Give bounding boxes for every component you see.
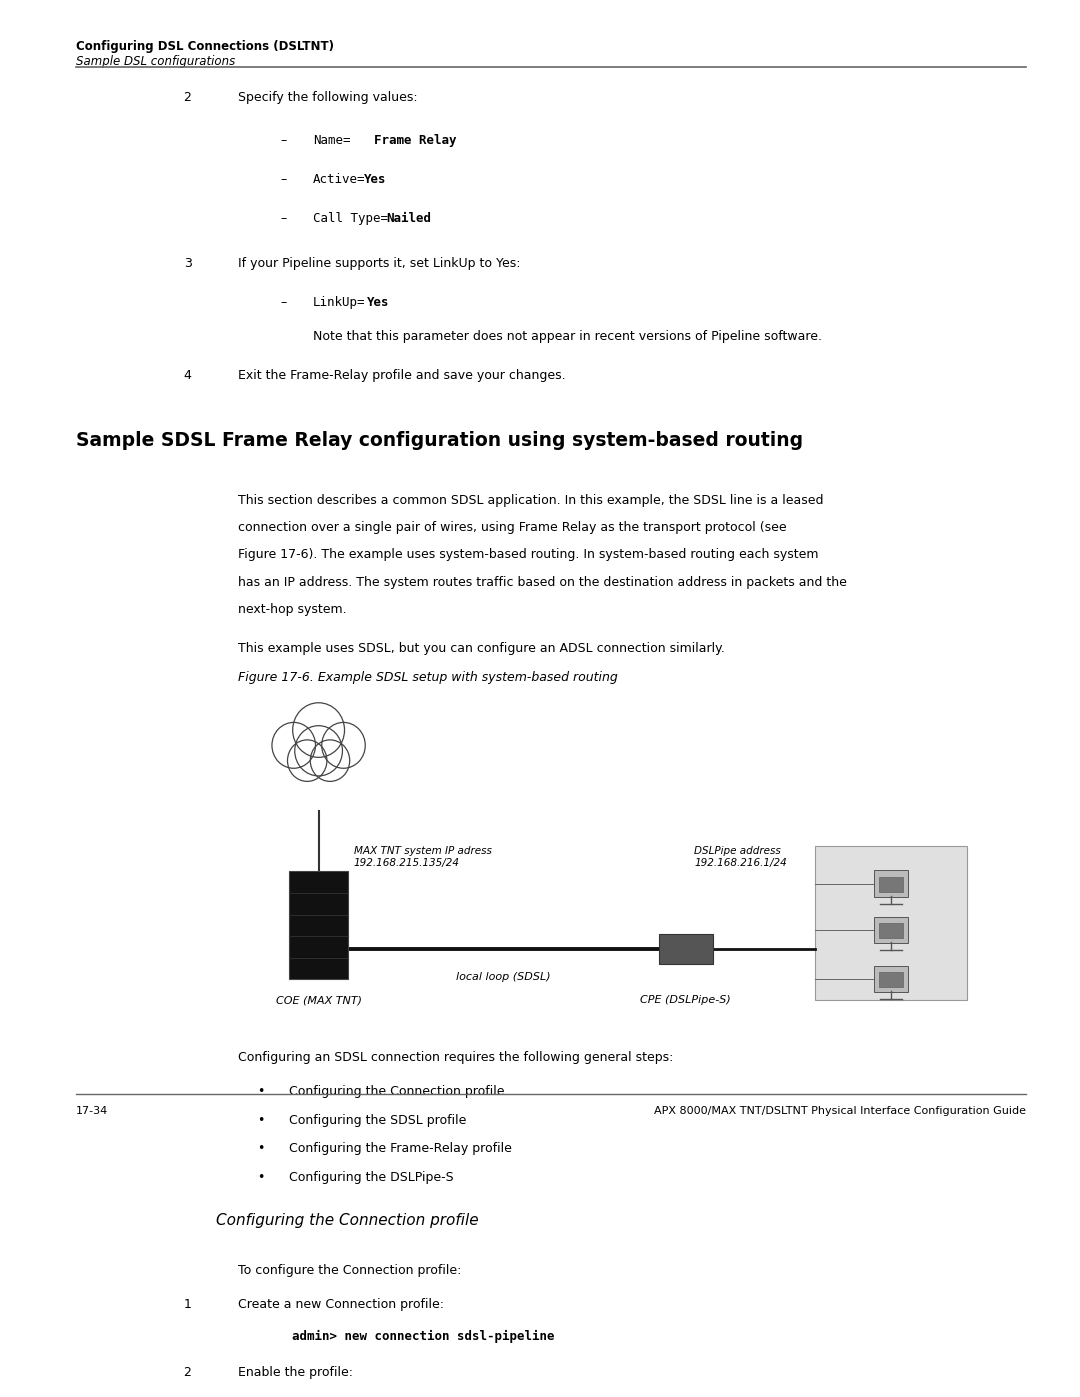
Text: Enable the profile:: Enable the profile: — [238, 1366, 352, 1379]
Circle shape — [293, 703, 345, 757]
Text: Configuring an SDSL connection requires the following general steps:: Configuring an SDSL connection requires … — [238, 1051, 673, 1065]
Text: Configuring DSL Connections (DSLTNT): Configuring DSL Connections (DSLTNT) — [76, 41, 334, 53]
Text: Name=: Name= — [313, 134, 351, 147]
Text: –: – — [281, 296, 287, 309]
Text: connection over a single pair of wires, using Frame Relay as the transport proto: connection over a single pair of wires, … — [238, 521, 786, 534]
Text: next-hop system.: next-hop system. — [238, 604, 347, 616]
Text: Configuring the Connection profile: Configuring the Connection profile — [216, 1213, 478, 1228]
Text: –: – — [281, 134, 287, 147]
Text: Frame Relay: Frame Relay — [374, 134, 456, 147]
Circle shape — [295, 725, 342, 775]
FancyBboxPatch shape — [289, 872, 348, 979]
Text: Create a new Connection profile:: Create a new Connection profile: — [238, 1298, 444, 1310]
Text: CPE (DSLPipe-S): CPE (DSLPipe-S) — [640, 996, 731, 1006]
Text: has an IP address. The system routes traffic based on the destination address in: has an IP address. The system routes tra… — [238, 576, 847, 588]
Text: 3: 3 — [184, 257, 191, 270]
Circle shape — [322, 722, 365, 768]
Text: Exit the Frame-Relay profile and save your changes.: Exit the Frame-Relay profile and save yo… — [238, 369, 565, 381]
Text: 1: 1 — [184, 1298, 191, 1310]
Text: To configure the Connection profile:: To configure the Connection profile: — [238, 1264, 461, 1277]
Text: Configuring the Frame-Relay profile: Configuring the Frame-Relay profile — [289, 1143, 512, 1155]
Text: Active=: Active= — [313, 173, 366, 186]
Text: •: • — [257, 1113, 265, 1127]
Text: This example uses SDSL, but you can configure an ADSL connection similarly.: This example uses SDSL, but you can conf… — [238, 641, 725, 655]
Text: Configuring the SDSL profile: Configuring the SDSL profile — [289, 1113, 467, 1127]
FancyBboxPatch shape — [874, 965, 908, 992]
FancyBboxPatch shape — [879, 877, 903, 891]
FancyBboxPatch shape — [879, 923, 903, 937]
Text: Figure 17-6). The example uses system-based routing. In system-based routing eac: Figure 17-6). The example uses system-ba… — [238, 548, 819, 562]
Text: Configuring the Connection profile: Configuring the Connection profile — [289, 1085, 505, 1098]
Text: Yes: Yes — [364, 173, 387, 186]
Text: Specify the following values:: Specify the following values: — [238, 91, 417, 103]
Text: Sample DSL configurations: Sample DSL configurations — [76, 54, 234, 67]
Circle shape — [272, 722, 315, 768]
Text: 2: 2 — [184, 91, 191, 103]
Text: Configuring the DSLPipe-S: Configuring the DSLPipe-S — [289, 1171, 454, 1183]
Text: COE (MAX TNT): COE (MAX TNT) — [275, 996, 362, 1006]
Text: •: • — [257, 1171, 265, 1183]
Text: •: • — [257, 1143, 265, 1155]
Text: Call Type=: Call Type= — [313, 211, 388, 225]
Text: Nailed: Nailed — [387, 211, 432, 225]
Text: local loop (SDSL): local loop (SDSL) — [456, 972, 551, 982]
FancyBboxPatch shape — [659, 935, 713, 964]
Circle shape — [310, 740, 350, 781]
Text: admin> new connection sdsl-pipeline: admin> new connection sdsl-pipeline — [292, 1330, 554, 1343]
Text: 17-34: 17-34 — [76, 1106, 108, 1116]
FancyBboxPatch shape — [815, 847, 967, 1000]
Text: DSLPipe address
192.168.216.1/24: DSLPipe address 192.168.216.1/24 — [694, 847, 787, 868]
Text: –: – — [281, 173, 287, 186]
Text: 4: 4 — [184, 369, 191, 381]
FancyBboxPatch shape — [874, 870, 908, 897]
Text: Figure 17-6. Example SDSL setup with system-based routing: Figure 17-6. Example SDSL setup with sys… — [238, 671, 618, 685]
Text: If your Pipeline supports it, set LinkUp to Yes:: If your Pipeline supports it, set LinkUp… — [238, 257, 521, 270]
Circle shape — [287, 740, 327, 781]
Text: Sample SDSL Frame Relay configuration using system-based routing: Sample SDSL Frame Relay configuration us… — [76, 432, 802, 450]
Text: LinkUp=: LinkUp= — [313, 296, 366, 309]
Text: Yes: Yes — [367, 296, 390, 309]
Text: 2: 2 — [184, 1366, 191, 1379]
Text: MAX TNT system IP adress
192.168.215.135/24: MAX TNT system IP adress 192.168.215.135… — [354, 847, 491, 868]
FancyBboxPatch shape — [879, 972, 903, 988]
Text: –: – — [281, 211, 287, 225]
FancyBboxPatch shape — [874, 916, 908, 943]
Text: APX 8000/MAX TNT/DSLTNT Physical Interface Configuration Guide: APX 8000/MAX TNT/DSLTNT Physical Interfa… — [654, 1106, 1026, 1116]
Text: •: • — [257, 1085, 265, 1098]
Text: Note that this parameter does not appear in recent versions of Pipeline software: Note that this parameter does not appear… — [313, 330, 822, 342]
Text: This section describes a common SDSL application. In this example, the SDSL line: This section describes a common SDSL app… — [238, 493, 823, 507]
